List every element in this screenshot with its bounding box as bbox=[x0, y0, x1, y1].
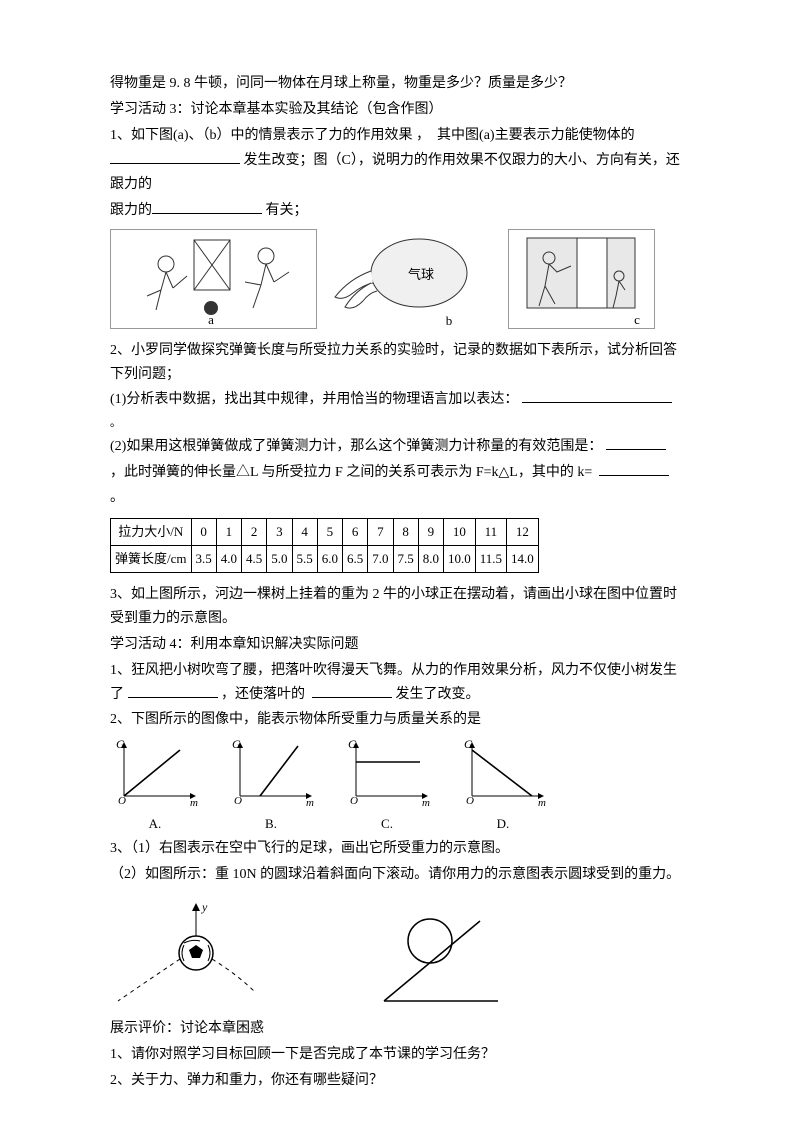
chart-b: G O m B. bbox=[226, 736, 316, 835]
figure-row-abc: a 气球 b c bbox=[110, 229, 690, 329]
a4-q3-1: 3、（1）右图表示在空中飞行的足球，画出它所受重力的示意图。 bbox=[110, 837, 690, 861]
cell: 4 bbox=[292, 519, 317, 546]
diagram-row: y bbox=[110, 899, 690, 1009]
svg-text:O: O bbox=[118, 795, 126, 806]
incline-figure bbox=[350, 899, 510, 1009]
activity3-title: 学习活动 3：讨论本章基本实验及其结论（包含作图） bbox=[110, 98, 690, 122]
chart-label-c: C. bbox=[342, 813, 432, 835]
row1-label: 拉力大小/N bbox=[111, 519, 192, 546]
cell: 7 bbox=[368, 519, 393, 546]
label-b: b bbox=[446, 313, 453, 328]
svg-text:O: O bbox=[350, 795, 358, 806]
cell: 7.0 bbox=[368, 546, 393, 573]
blank-6 bbox=[128, 683, 218, 698]
q2-2b: ，此时弹簧的伸长量△L 与所受拉力 F 之间的关系可表示为 F=k△L，其中的 … bbox=[110, 461, 690, 485]
svg-text:O: O bbox=[234, 795, 242, 806]
cell: 6 bbox=[343, 519, 368, 546]
cell: 2 bbox=[242, 519, 267, 546]
q2-2a: (2)如果用这根弹簧做成了弹簧测力计，那么这个弹簧测力计称量的有效范围是： bbox=[110, 435, 690, 459]
cell: 6.0 bbox=[317, 546, 342, 573]
eval-2: 2、关于力、弹力和重力，你还有哪些疑问？ bbox=[110, 1069, 690, 1093]
chart-row: G O m A. G O m B. bbox=[110, 736, 690, 835]
label-c: c bbox=[634, 312, 640, 327]
blank-1 bbox=[110, 149, 240, 164]
spring-table: 拉力大小/N 0 1 2 3 4 5 6 7 8 9 10 11 12 弹簧长度… bbox=[110, 518, 539, 573]
svg-text:m: m bbox=[306, 797, 314, 806]
q1a-text: 1、如下图(a)、（b）中的情景表示了力的作用效果 ， 其中图(a)主要表示力能… bbox=[110, 128, 635, 143]
cell: 4.0 bbox=[216, 546, 241, 573]
cell: 14.0 bbox=[507, 546, 539, 573]
q2-1: (1)分析表中数据，找出其中规律，并用恰当的物理语言加以表达： bbox=[110, 388, 690, 412]
q1-line3: 跟力的 有关； bbox=[110, 199, 690, 223]
chart-label-d: D. bbox=[458, 813, 548, 835]
activity4-title: 学习活动 4：利用本章知识解决实际问题 bbox=[110, 633, 690, 657]
q2-1-text: (1)分析表中数据，找出其中规律，并用恰当的物理语言加以表达： bbox=[110, 392, 518, 407]
figure-b: 气球 b bbox=[329, 231, 496, 329]
cell: 8.0 bbox=[418, 546, 443, 573]
figure-c: c bbox=[508, 229, 655, 329]
a4-q1b: ，还使落叶的 bbox=[221, 687, 305, 702]
cell: 6.5 bbox=[343, 546, 368, 573]
figure-a: a bbox=[110, 229, 317, 329]
blank-4 bbox=[606, 435, 666, 450]
a4-q3-2: （2）如图所示：重 10N 的圆球沿着斜面向下滚动。请你用力的示意图表示圆球受到… bbox=[110, 863, 690, 887]
a4-q1: 1、狂风把小树吹弯了腰，把落叶吹得漫天飞舞。从力的作用效果分析，风力不仅使小树发… bbox=[110, 659, 690, 707]
q2-intro: 2、小罗同学做探究弹簧长度与所受拉力关系的实验时，记录的数据如下表所示，试分析回… bbox=[110, 339, 690, 387]
q2-2b-text: ，此时弹簧的伸长量△L 与所受拉力 F 之间的关系可表示为 F=k△L，其中的 … bbox=[110, 465, 592, 480]
cell: 10.0 bbox=[444, 546, 476, 573]
a4-q2: 2、下图所示的图像中，能表示物体所受重力与质量关系的是 bbox=[110, 708, 690, 732]
cell: 8 bbox=[393, 519, 418, 546]
cell: 10 bbox=[444, 519, 476, 546]
svg-text:m: m bbox=[538, 797, 546, 806]
cell: 5 bbox=[317, 519, 342, 546]
y-label: y bbox=[201, 900, 208, 914]
q1c-text: 有关； bbox=[266, 203, 308, 218]
svg-text:m: m bbox=[190, 797, 198, 806]
chart-a: G O m A. bbox=[110, 736, 200, 835]
table-row: 弹簧长度/cm 3.5 4.0 4.5 5.0 5.5 6.0 6.5 7.0 … bbox=[111, 546, 539, 573]
football-figure: y bbox=[110, 899, 260, 1009]
blank-3 bbox=[522, 388, 672, 403]
cell: 12 bbox=[507, 519, 539, 546]
cell: 5.5 bbox=[292, 546, 317, 573]
q2-2a-text: (2)如果用这根弹簧做成了弹簧测力计，那么这个弹簧测力计称量的有效范围是： bbox=[110, 439, 602, 454]
q1-line1: 1、如下图(a)、（b）中的情景表示了力的作用效果 ， 其中图(a)主要表示力能… bbox=[110, 124, 690, 148]
chart-d: G O m D. bbox=[458, 736, 548, 835]
table-row: 拉力大小/N 0 1 2 3 4 5 6 7 8 9 10 11 12 bbox=[111, 519, 539, 546]
chart-label-b: B. bbox=[226, 813, 316, 835]
eval-1: 1、请你对照学习目标回顾一下是否完成了本节课的学习任务？ bbox=[110, 1043, 690, 1067]
blank-2 bbox=[152, 199, 262, 214]
cell: 1 bbox=[216, 519, 241, 546]
balloon-label: 气球 bbox=[408, 267, 434, 282]
chart-label-a: A. bbox=[110, 813, 200, 835]
blank-7 bbox=[312, 683, 392, 698]
cell: 3.5 bbox=[191, 546, 216, 573]
q2-dot: 。 bbox=[110, 414, 690, 433]
svg-text:O: O bbox=[466, 795, 474, 806]
cell: 4.5 bbox=[242, 546, 267, 573]
cell: 3 bbox=[267, 519, 292, 546]
cell: 11.5 bbox=[475, 546, 506, 573]
chart-c: G O m C. bbox=[342, 736, 432, 835]
a4-q1c: 发生了改变。 bbox=[396, 687, 480, 702]
q3: 3、如上图所示，河边一棵树上挂着的重为 2 牛的小球正在摆动着，请画出小球在图中… bbox=[110, 583, 690, 631]
cell: 11 bbox=[475, 519, 506, 546]
row2-label: 弹簧长度/cm bbox=[111, 546, 192, 573]
cell: 0 bbox=[191, 519, 216, 546]
cell: 5.0 bbox=[267, 546, 292, 573]
q1-line2: 发生改变；图（C），说明力的作用效果不仅跟力的大小、方向有关，还跟力的 bbox=[110, 149, 690, 197]
eval-title: 展示评价：讨论本章困惑 bbox=[110, 1017, 690, 1041]
cell: 7.5 bbox=[393, 546, 418, 573]
label-a: a bbox=[208, 312, 214, 327]
intro-line: 得物重是 9. 8 牛顿，问同一物体在月球上称量，物重是多少？质量是多少？ bbox=[110, 72, 690, 96]
svg-text:m: m bbox=[422, 797, 430, 806]
q2-2c: 。 bbox=[110, 486, 690, 510]
blank-5 bbox=[599, 461, 669, 476]
cell: 9 bbox=[418, 519, 443, 546]
